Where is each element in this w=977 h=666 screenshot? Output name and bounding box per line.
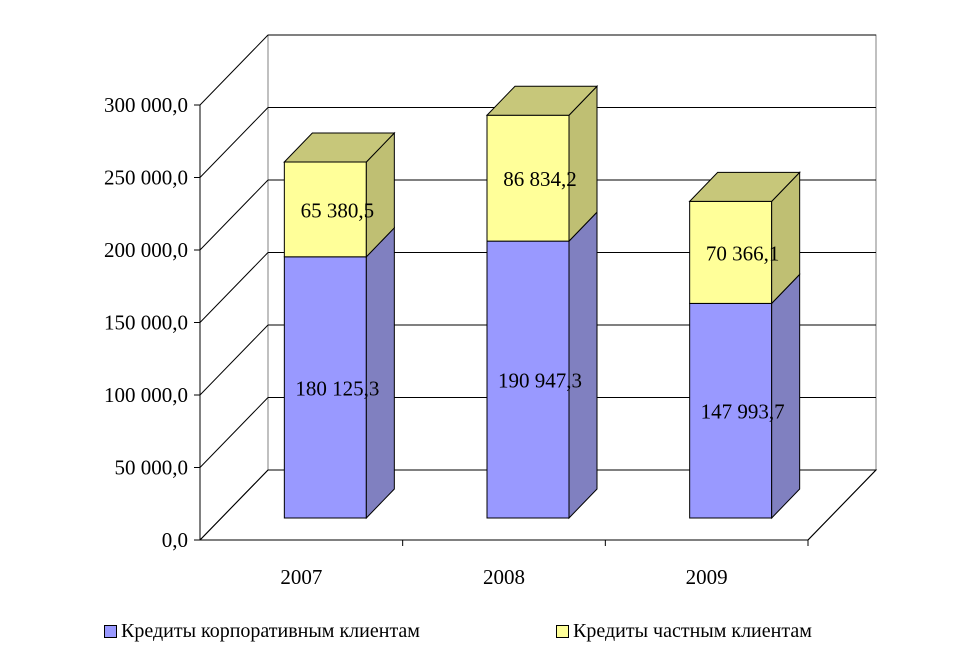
data-label: 65 380,5 bbox=[301, 198, 375, 222]
x-tick-label: 2008 bbox=[483, 565, 525, 589]
bar-front bbox=[283, 256, 367, 519]
data-label: 180 125,3 bbox=[295, 376, 379, 400]
axes bbox=[194, 104, 877, 546]
data-label: 86 834,2 bbox=[503, 167, 577, 191]
labels: 0,0 50 000,0 100 000,0 150 000,0 200 000,0 25… bbox=[104, 93, 785, 589]
legend: Кредиты корпоративным клиентам Кредиты ч… bbox=[104, 620, 904, 650]
y-tick-label: 50 000,0 bbox=[115, 456, 189, 480]
bar-front bbox=[689, 302, 773, 519]
data-label: 190 947,3 bbox=[498, 369, 582, 393]
x-tick-label: 2007 bbox=[280, 565, 322, 589]
data-label: 70 366,1 bbox=[706, 241, 780, 265]
bar-front bbox=[486, 114, 570, 242]
x-tick-label: 2009 bbox=[686, 565, 728, 589]
bar-side bbox=[365, 226, 395, 520]
gridline-diagonal bbox=[199, 252, 269, 323]
y-tick-label: 200 000,0 bbox=[104, 238, 188, 262]
gridline-diagonal bbox=[199, 397, 269, 468]
legend-label-corporate: Кредиты корпоративным клиентам bbox=[121, 620, 420, 642]
data-label: 147 993,7 bbox=[701, 400, 785, 424]
legend-swatch-private bbox=[556, 625, 569, 638]
x-axis-depth bbox=[807, 469, 877, 541]
gridline-diagonal bbox=[199, 34, 269, 106]
bar-front bbox=[283, 161, 367, 258]
gridline-diagonal bbox=[199, 107, 269, 178]
bar-top bbox=[283, 132, 396, 163]
y-tick-label: 0,0 bbox=[162, 528, 188, 552]
y-tick-label: 300 000,0 bbox=[104, 93, 188, 117]
legend-item-private: Кредиты частным клиентам bbox=[556, 620, 812, 643]
bar-top bbox=[485, 85, 599, 116]
y-tick-label: 250 000,0 bbox=[104, 166, 188, 190]
bar-top bbox=[688, 171, 801, 202]
bar-front bbox=[689, 200, 773, 304]
bars bbox=[283, 84, 801, 520]
bar-side bbox=[568, 210, 598, 520]
bar-front bbox=[486, 240, 570, 519]
gridline-diagonal bbox=[199, 469, 269, 541]
legend-label-private: Кредиты частным клиентам bbox=[573, 620, 812, 642]
gridline-diagonal bbox=[199, 324, 269, 396]
y-tick-label: 100 000,0 bbox=[104, 383, 188, 407]
gridline-diagonal bbox=[199, 179, 269, 251]
legend-swatch-corporate bbox=[104, 625, 117, 638]
bar-side bbox=[771, 273, 801, 520]
y-tick-label: 150 000,0 bbox=[104, 311, 188, 335]
legend-item-corporate: Кредиты корпоративным клиентам bbox=[104, 620, 420, 643]
